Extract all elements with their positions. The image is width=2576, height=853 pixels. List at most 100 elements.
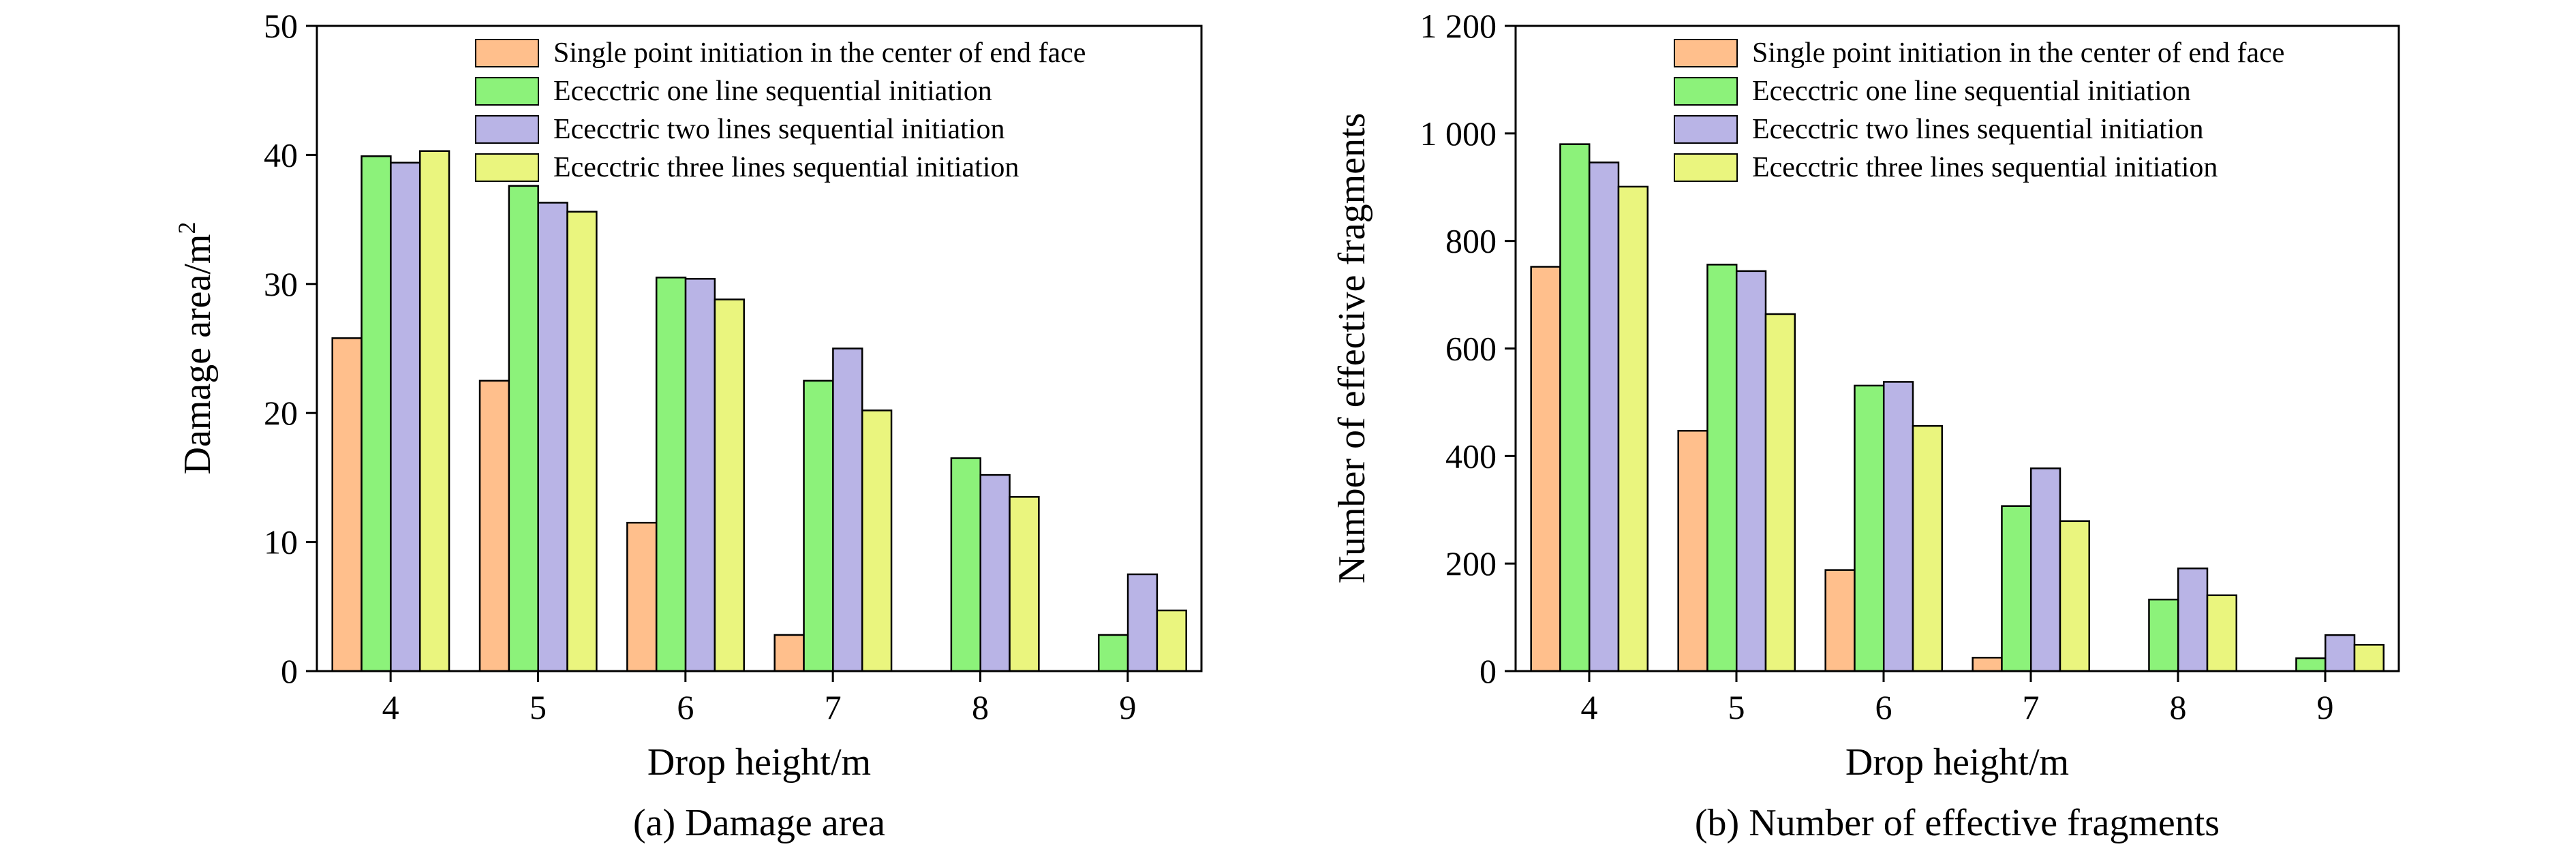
bar	[2001, 505, 2032, 672]
bar	[1706, 264, 1738, 672]
bar	[2148, 598, 2179, 672]
x-tick-label: 6	[1875, 688, 1892, 726]
chart-caption: (a) Damage area	[633, 802, 885, 844]
legend-swatch	[1674, 153, 1738, 182]
y-tick-label: 800	[1445, 222, 1497, 260]
bar	[1912, 424, 1944, 672]
x-tick-label: 9	[1119, 688, 1136, 726]
legend-swatch	[475, 77, 539, 106]
bar	[1559, 143, 1591, 672]
x-tick-label: 8	[2170, 688, 2187, 726]
bar	[508, 185, 539, 672]
legend-label: Ececctric three lines sequential initiat…	[553, 152, 1019, 183]
bar	[2206, 594, 2238, 672]
x-ticks-group: 4 5 6 7 8 9	[1581, 671, 2334, 726]
bars-group	[1530, 143, 2385, 672]
bar	[1854, 384, 1885, 672]
bar	[1588, 161, 1620, 672]
legend-swatch	[1674, 115, 1738, 144]
bar	[1972, 657, 2003, 672]
y-tick-label: 0	[1479, 652, 1497, 690]
bar	[655, 277, 687, 672]
y-axis-title: Number of effective fragments	[1331, 113, 1373, 584]
x-axis-title: Drop height/m	[647, 741, 871, 784]
legend: Single point initiation in the center of…	[475, 37, 1086, 183]
legend-label: Ececctric two lines sequential initiatio…	[553, 114, 1005, 145]
y-axis-title-text: Damage area/m	[177, 234, 219, 475]
x-ticks-group: 4 5 6 7 8 9	[382, 671, 1136, 726]
bar	[950, 457, 981, 672]
bar	[1156, 609, 1187, 672]
legend-swatch	[475, 153, 539, 182]
bar	[1617, 185, 1649, 672]
y-tick-label: 1 200	[1420, 7, 1497, 45]
legend-label: Single point initiation in the center of…	[1752, 37, 2284, 69]
y-tick-label: 20	[264, 394, 298, 432]
y-tick-label: 30	[264, 265, 298, 303]
x-tick-label: 6	[677, 688, 694, 726]
bar	[2177, 568, 2209, 672]
plot-frame	[316, 25, 1203, 672]
bar	[2295, 657, 2327, 672]
y-ticks-group: 0 200 400 600 800 1 000 1 200	[1420, 7, 1516, 690]
x-tick-label: 4	[382, 688, 399, 726]
y-tick-label: 40	[264, 136, 298, 174]
bar	[1126, 573, 1159, 672]
bar	[566, 211, 598, 672]
bar	[2324, 634, 2356, 672]
y-tick-label: 600	[1445, 330, 1497, 368]
x-tick-label: 9	[2317, 688, 2334, 726]
bar	[626, 521, 658, 672]
y-ticks-group: 0 10 20 30 40 50	[264, 7, 317, 690]
bar	[418, 150, 450, 672]
bar	[1097, 634, 1129, 672]
bar	[1764, 313, 1796, 672]
bar	[832, 347, 863, 672]
y-tick-label: 50	[264, 7, 298, 45]
bar	[979, 474, 1011, 672]
y-axis-title-superscript: 2	[173, 222, 200, 234]
legend-label: Ececctric one line sequential initiation	[553, 76, 992, 107]
y-tick-label: 1 000	[1420, 114, 1497, 153]
bar	[861, 409, 893, 672]
bar	[803, 379, 834, 672]
bar	[714, 298, 745, 672]
legend-swatch	[475, 39, 539, 67]
chart-caption: (b) Number of effective fragments	[1695, 802, 2220, 844]
bar	[331, 337, 363, 672]
legend-swatch	[1674, 39, 1738, 67]
chart-effective-fragments: 0 200 400 600 800 1 000 1 200 4 5 6 7 8 9 Single po…	[1331, 7, 2400, 844]
bar	[1009, 496, 1040, 672]
bar	[537, 202, 568, 672]
y-tick-label: 200	[1445, 544, 1497, 583]
bar	[1882, 381, 1914, 672]
x-tick-label: 5	[530, 688, 547, 726]
legend: Single point initiation in the center of…	[1674, 37, 2284, 183]
chart-damage-area: 0 10 20 30 40 50 4 5 6 7 8 9 Single point initiati…	[173, 7, 1203, 844]
y-tick-label: 0	[281, 652, 298, 690]
y-tick-label: 10	[264, 523, 298, 561]
x-tick-label: 7	[2023, 688, 2040, 726]
bar	[390, 161, 421, 672]
bar	[2059, 520, 2091, 672]
bar	[1677, 429, 1708, 672]
bar	[361, 155, 392, 672]
bar	[1735, 270, 1767, 672]
x-axis-title: Drop height/m	[1845, 741, 2069, 784]
legend-label: Ececctric one line sequential initiation	[1752, 76, 2191, 107]
legend-label: Ececctric three lines sequential initiat…	[1752, 152, 2218, 183]
bar	[1824, 569, 1856, 672]
bar	[773, 634, 805, 672]
bars-group	[331, 150, 1187, 672]
legend-swatch	[1674, 77, 1738, 106]
bar	[684, 277, 716, 672]
legend-label: Ececctric two lines sequential initiatio…	[1752, 114, 2203, 145]
bar	[478, 379, 510, 672]
legend-swatch	[475, 115, 539, 144]
x-tick-label: 4	[1581, 688, 1598, 726]
x-tick-label: 8	[972, 688, 989, 726]
bar	[1530, 266, 1561, 672]
legend-label: Single point initiation in the center of…	[553, 37, 1086, 69]
x-tick-label: 7	[825, 688, 842, 726]
